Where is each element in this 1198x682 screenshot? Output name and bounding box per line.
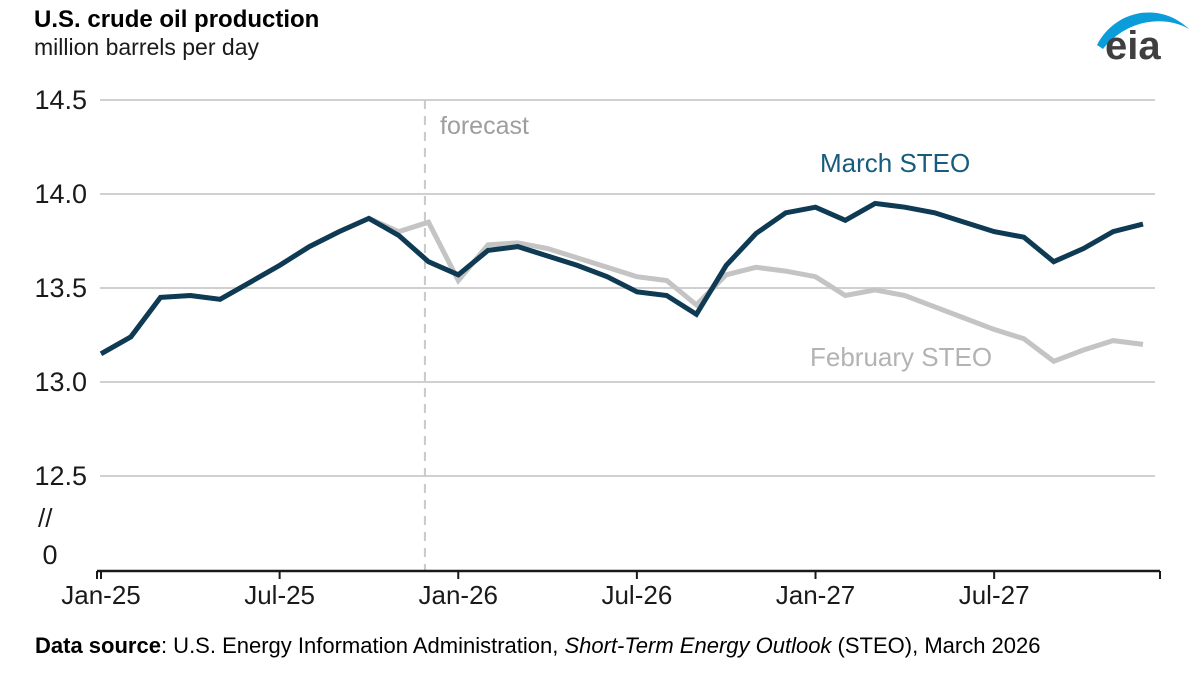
y-axis-break-label: // (38, 503, 53, 533)
data-source-note: Data source: U.S. Energy Information Adm… (35, 633, 1041, 659)
x-tick-label: Jan-27 (776, 580, 856, 610)
x-tick-label: Jul-25 (244, 580, 315, 610)
x-tick-label: Jul-27 (959, 580, 1030, 610)
logo-swoosh-icon (1097, 12, 1189, 49)
x-tick-label: Jan-25 (61, 580, 141, 610)
data-source-text: : U.S. Energy Information Administration… (160, 633, 565, 658)
y-tick-label: 12.5 (34, 461, 87, 491)
chart-subtitle: million barrels per day (34, 34, 259, 60)
y-tick-label: 14.0 (34, 179, 87, 209)
y-tick-label: 13.5 (34, 273, 87, 303)
logo-text: eia (1105, 24, 1161, 68)
x-tick-label: Jul-26 (601, 580, 672, 610)
y-tick-label: 14.5 (34, 85, 87, 115)
y-zero-label: 0 (42, 540, 57, 570)
eia-logo: eia (1097, 12, 1189, 68)
x-tick-label: Jan-26 (419, 580, 499, 610)
chart-title: U.S. crude oil production (34, 6, 320, 33)
data-source-prefix: Data source (35, 633, 161, 658)
series-label-march-steo: March STEO (820, 148, 971, 178)
series-line-february-steo (99, 215, 1144, 365)
data-source-suffix: (STEO), March 2026 (831, 633, 1041, 658)
y-tick-label: 13.0 (34, 367, 87, 397)
series-line-march-steo (99, 200, 1144, 356)
data-source-publication: Short-Term Energy Outlook (564, 633, 832, 658)
series-label-february-steo: February STEO (810, 342, 993, 372)
forecast-label: forecast (440, 112, 529, 140)
